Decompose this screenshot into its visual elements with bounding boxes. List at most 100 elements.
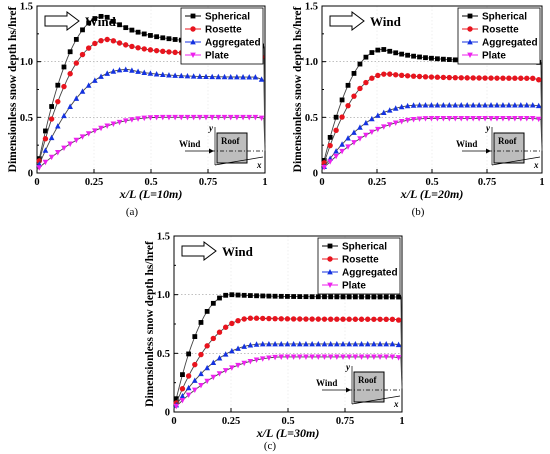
data-point (396, 294, 401, 300)
data-point (458, 102, 465, 108)
data-point (67, 103, 73, 109)
data-point (129, 117, 135, 123)
data-point (153, 71, 160, 77)
data-point (416, 73, 423, 80)
y-axis-label: Dimensionless snow depth hs/href (292, 7, 304, 173)
data-point (530, 75, 536, 81)
data-point (180, 372, 185, 378)
data-point (322, 294, 327, 300)
x-tick-label: 0.25 (85, 177, 103, 188)
series-aggregated (173, 340, 403, 409)
data-point (395, 317, 402, 323)
data-point (55, 150, 61, 156)
panel-label: (c) (264, 440, 277, 452)
data-point (284, 340, 291, 347)
y-tick-label: 1.0 (157, 290, 170, 301)
data-point (371, 316, 377, 322)
data-point (61, 145, 67, 152)
data-point (327, 159, 333, 165)
data-point (440, 102, 447, 108)
data-point (229, 365, 235, 371)
data-point (359, 294, 364, 300)
data-point (346, 316, 352, 322)
data-point (223, 292, 229, 298)
data-point (85, 82, 92, 88)
data-point (512, 75, 518, 81)
data-point (92, 40, 98, 47)
data-point (86, 20, 92, 26)
data-point (500, 102, 506, 108)
data-point (210, 374, 217, 381)
x-tick-label: 0.25 (368, 177, 386, 188)
data-point (116, 119, 123, 126)
x-axis-label: x/L (L=20m) (400, 187, 464, 201)
data-point (404, 117, 411, 124)
data-point (446, 74, 453, 81)
data-point (141, 69, 148, 75)
data-point (266, 355, 272, 361)
data-point (98, 73, 104, 79)
data-point (506, 75, 512, 81)
legend-label-rosette: Rosette (205, 25, 242, 36)
data-point (246, 74, 253, 80)
data-point (339, 141, 345, 147)
data-point (334, 340, 340, 347)
legend-label-plate: Plate (205, 51, 229, 62)
data-point (42, 136, 49, 142)
data-point (389, 340, 396, 347)
data-point (410, 73, 417, 79)
data-point (198, 382, 204, 389)
data-point (172, 114, 178, 121)
data-point (488, 102, 494, 108)
data-point (482, 116, 488, 122)
data-point (247, 315, 254, 321)
data-point (346, 340, 352, 347)
inset-roof-label: Roof (358, 375, 377, 385)
data-point (272, 315, 278, 322)
data-point (227, 114, 234, 121)
data-point (110, 121, 117, 127)
data-point (178, 114, 185, 121)
data-point (258, 115, 265, 122)
data-point (135, 45, 141, 51)
data-point (369, 115, 375, 122)
data-point (204, 343, 210, 349)
data-point (67, 49, 73, 55)
data-point (500, 116, 506, 122)
data-point (345, 144, 351, 150)
legend-marker (467, 13, 473, 19)
y-tick-label: 1.0 (20, 57, 33, 68)
data-point (416, 116, 423, 122)
data-point (216, 329, 223, 335)
x-tick-label: 0.5 (425, 177, 438, 188)
data-point (290, 354, 297, 360)
data-point (488, 75, 494, 81)
data-point (92, 77, 98, 83)
legend-marker (190, 26, 196, 32)
wind-arrow-icon (181, 241, 217, 261)
data-point (217, 295, 222, 301)
data-point (327, 142, 333, 149)
data-point (210, 359, 217, 365)
inset-x-axis (214, 156, 264, 166)
data-point (48, 134, 55, 141)
data-point (297, 316, 303, 322)
inset-x-label: x (393, 399, 399, 409)
data-point (303, 294, 309, 300)
data-point (321, 340, 328, 347)
data-point (122, 118, 129, 124)
data-point (327, 316, 334, 322)
wind-arrow: Wind (181, 241, 254, 261)
data-point (398, 72, 405, 79)
data-point (48, 116, 55, 122)
data-point (500, 75, 506, 81)
data-point (309, 354, 315, 360)
data-point (529, 102, 536, 108)
data-point (446, 102, 453, 108)
data-point (172, 72, 178, 78)
data-point (506, 116, 512, 122)
data-point (512, 116, 518, 122)
data-point (210, 300, 216, 306)
x-tick-label: 0.75 (199, 177, 217, 188)
